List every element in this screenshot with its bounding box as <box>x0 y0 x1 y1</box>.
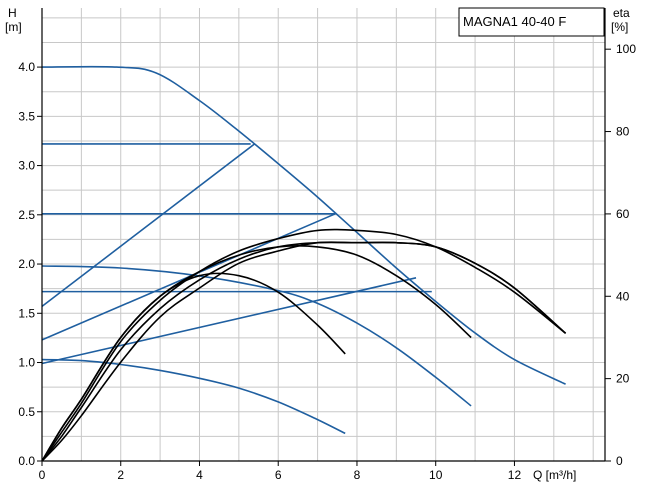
curves <box>41 65 567 462</box>
y2-tick-label: 40 <box>616 289 630 303</box>
title-box <box>458 7 605 37</box>
y-tick-label: 2.5 <box>18 208 35 222</box>
x-tick-label: 6 <box>275 468 282 482</box>
y2-tick-label: 20 <box>616 372 630 386</box>
y2-tick-label: 60 <box>616 207 630 221</box>
y2-tick-label: 0 <box>616 454 623 468</box>
axes: 0 2 4 6 8 10 12 0.0 0.5 1.0 1.5 2.0 2.5 3.0 3.5 4.0 0 20 4… <box>18 8 636 482</box>
x-tick-label: 10 <box>429 468 443 482</box>
y-tick-label: 0.0 <box>18 454 35 468</box>
head-curve <box>41 265 472 407</box>
y2-tick-label: 80 <box>616 125 630 139</box>
head-curve <box>41 65 566 385</box>
y-tick-label: 4.0 <box>18 60 35 74</box>
y2-axis-name: eta <box>613 6 630 20</box>
efficiency-curve <box>41 241 567 462</box>
x-tick-label: 0 <box>39 468 46 482</box>
head-curve <box>41 143 256 308</box>
x-axis-label: Q [m³/h] <box>533 468 576 482</box>
head-curve <box>41 358 346 435</box>
y-axis-unit: [m] <box>5 20 22 34</box>
head-curve <box>41 277 417 365</box>
chart-title: MAGNA1 40-40 F <box>463 14 566 29</box>
y-tick-label: 2.0 <box>18 257 35 271</box>
x-tick-label: 2 <box>117 468 124 482</box>
y-tick-label: 1.5 <box>18 306 35 320</box>
y-tick-label: 0.5 <box>18 405 35 419</box>
x-tick-label: 4 <box>196 468 203 482</box>
y-tick-label: 3.5 <box>18 109 35 123</box>
y2-axis-unit: [%] <box>611 20 628 34</box>
plot-area <box>42 8 605 461</box>
x-tick-label: 12 <box>508 468 522 482</box>
y2-tick-label: 100 <box>616 42 636 56</box>
y-tick-label: 1.0 <box>18 356 35 370</box>
efficiency-curve <box>41 245 472 462</box>
y-axis-name: H <box>8 6 17 20</box>
efficiency-curve <box>41 228 567 462</box>
x-tick-label: 8 <box>354 468 361 482</box>
grid <box>42 8 605 461</box>
y-tick-label: 3.0 <box>18 159 35 173</box>
